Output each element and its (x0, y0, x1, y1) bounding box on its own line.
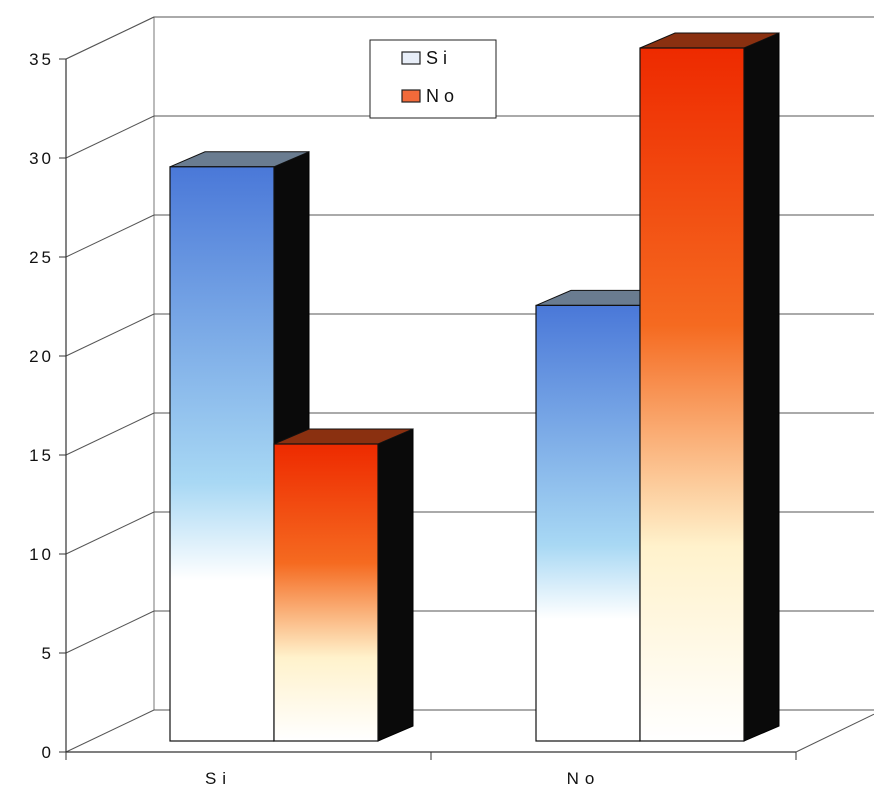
y-axis-tick-labels: 0 5 10 15 20 25 30 35 (29, 50, 54, 762)
bar-front-no-si (535, 304, 641, 742)
y-tick-label-10: 10 (29, 545, 54, 564)
gridline-side-35 (65, 16, 155, 60)
bar-side-no-no (743, 32, 780, 742)
y-tick-label-5: 5 (42, 644, 54, 663)
y-tick-label-25: 25 (29, 248, 54, 267)
gridline-side-5 (65, 610, 155, 654)
y-tick-label-30: 30 (29, 149, 54, 168)
y-tick-label-20: 20 (29, 347, 54, 366)
floor-right-edge (795, 713, 874, 753)
y-tick-label-15: 15 (29, 446, 54, 465)
bar-front-si-si (169, 166, 275, 742)
legend-label-no: No (426, 86, 459, 106)
bar-si-no (273, 428, 414, 742)
x-axis-category-labels: Si No (205, 769, 601, 788)
y-tick-label-0: 0 (42, 743, 54, 762)
bar-side-si-no (377, 428, 414, 742)
gridline-side-30 (65, 115, 155, 159)
gridline-side-0 (65, 709, 155, 753)
x-category-label-no: No (567, 769, 601, 788)
bars (169, 32, 780, 742)
bar-front-no-no (639, 47, 745, 742)
bar-no-no (639, 32, 780, 742)
bar-front-si-no (273, 443, 379, 742)
gridline-side-10 (65, 511, 155, 555)
legend-label-si: Si (426, 48, 452, 68)
gridline-side-25 (65, 214, 155, 258)
x-category-label-si: Si (205, 769, 232, 788)
gridline-side-15 (65, 412, 155, 456)
axes (59, 58, 874, 760)
y-tick-label-35: 35 (29, 50, 54, 69)
legend-swatch-si (401, 51, 421, 65)
legend-box (369, 39, 497, 119)
gridline-side-20 (65, 313, 155, 357)
legend: Si No (369, 39, 497, 119)
legend-swatch-no (401, 89, 421, 103)
